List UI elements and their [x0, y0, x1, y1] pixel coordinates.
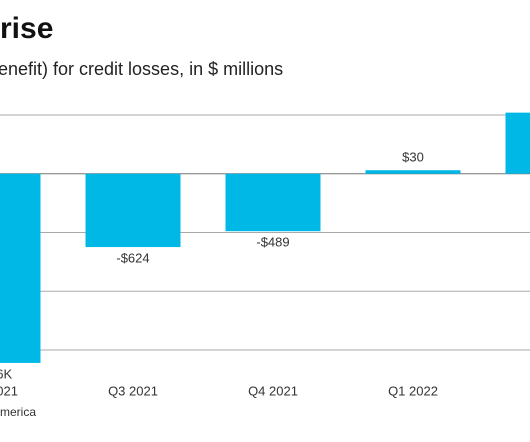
bar: [85, 173, 181, 248]
bar: [365, 170, 461, 174]
value-label: -$624: [116, 251, 149, 266]
x-tick-label: Q2 2021: [0, 383, 18, 398]
value-label: -$489: [256, 235, 289, 250]
bar: [225, 173, 321, 232]
x-tick-label: Q3 2021: [108, 383, 158, 398]
bar: [505, 112, 530, 174]
bar: [0, 173, 41, 363]
value-label: $30: [402, 150, 424, 165]
chart-subtitle: enefit) for credit losses, in $ millions: [0, 59, 283, 79]
chart-title: rise: [0, 12, 53, 45]
x-tick-label: Q4 2021: [248, 383, 298, 398]
x-tick-label: Q1 2022: [388, 383, 438, 398]
source: merica: [0, 405, 36, 419]
value-label: -$1.6K: [0, 366, 12, 381]
